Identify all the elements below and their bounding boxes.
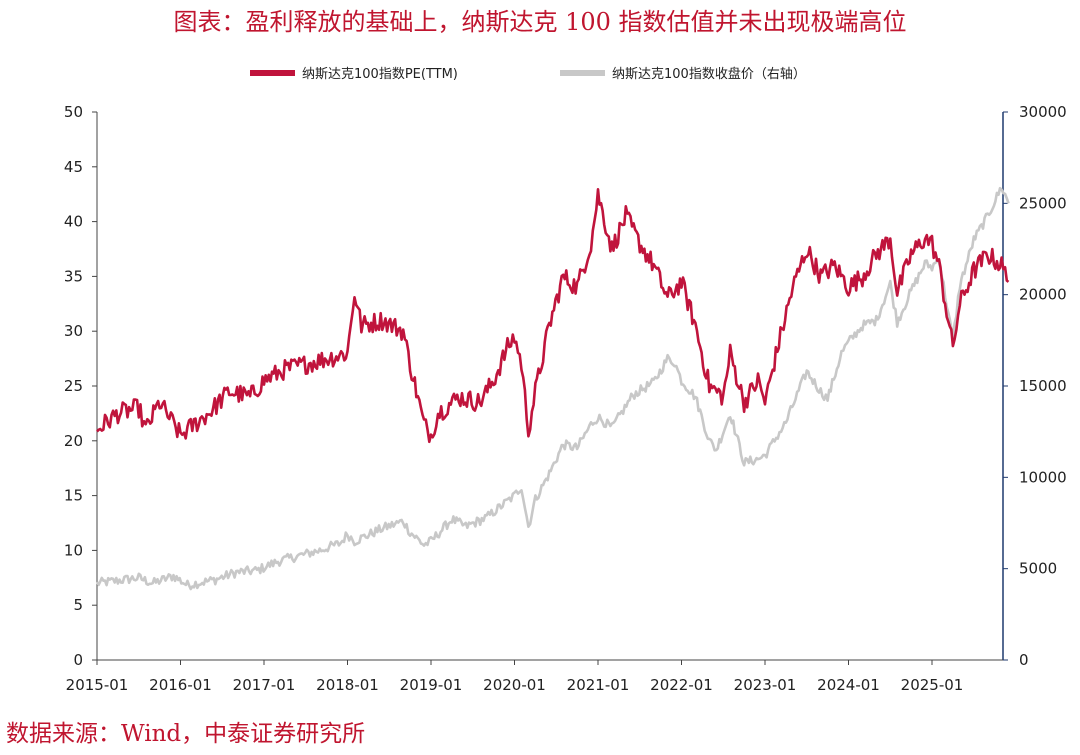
- axes: 0 5 10 15 20 25 30 35 40 45 50 0 5000 10000 15000 20000…: [64, 103, 1067, 694]
- x-tick-label: 2023-01: [734, 676, 797, 694]
- right-tick-label: 20000: [1019, 286, 1067, 304]
- left-tick-label: 30: [64, 322, 83, 340]
- left-tick-label: 10: [64, 541, 83, 559]
- left-tick-label: 50: [64, 103, 83, 121]
- right-tick-label: 5000: [1019, 560, 1057, 578]
- legend-label-1: 纳斯达克100指数收盘价（右轴）: [612, 66, 806, 82]
- legend: 纳斯达克100指数PE(TTM) 纳斯达克100指数收盘价（右轴）: [250, 66, 806, 82]
- x-tick-label: 2021-01: [567, 676, 630, 694]
- left-tick-label: 45: [64, 158, 83, 176]
- x-tick-label: 2015-01: [66, 676, 129, 694]
- series-line-close: [95, 186, 1010, 591]
- left-tick-label: 0: [73, 651, 83, 669]
- left-tick-label: 25: [64, 377, 83, 395]
- right-tick-label: 15000: [1019, 377, 1067, 395]
- x-tick-label: 2020-01: [483, 676, 546, 694]
- x-tick-label: 2018-01: [316, 676, 379, 694]
- chart-title: 图表：盈利释放的基础上，纳斯达克 100 指数估值并未出现极端高位: [173, 8, 907, 36]
- x-tick-label: 2025-01: [901, 676, 964, 694]
- x-tick-label: 2024-01: [817, 676, 880, 694]
- legend-label-0: 纳斯达克100指数PE(TTM): [302, 67, 458, 82]
- x-tick-label: 2022-01: [650, 676, 713, 694]
- left-tick-label: 35: [64, 267, 83, 285]
- x-tick-label: 2016-01: [149, 676, 212, 694]
- left-tick-label: 15: [64, 487, 83, 505]
- right-tick-label: 0: [1019, 651, 1029, 669]
- left-tick-label: 40: [64, 213, 83, 231]
- right-tick-label: 10000: [1019, 468, 1067, 486]
- right-tick-label: 25000: [1019, 194, 1067, 212]
- data-source-note: 数据来源：Wind，中泰证券研究所: [6, 721, 366, 747]
- right-tick-label: 30000: [1019, 103, 1067, 121]
- plot-area: [95, 186, 1010, 591]
- left-tick-label: 20: [64, 432, 83, 450]
- series-line-pe: [96, 188, 1010, 444]
- x-tick-label: 2017-01: [233, 676, 296, 694]
- x-tick-label: 2019-01: [400, 676, 463, 694]
- left-tick-label: 5: [73, 596, 83, 614]
